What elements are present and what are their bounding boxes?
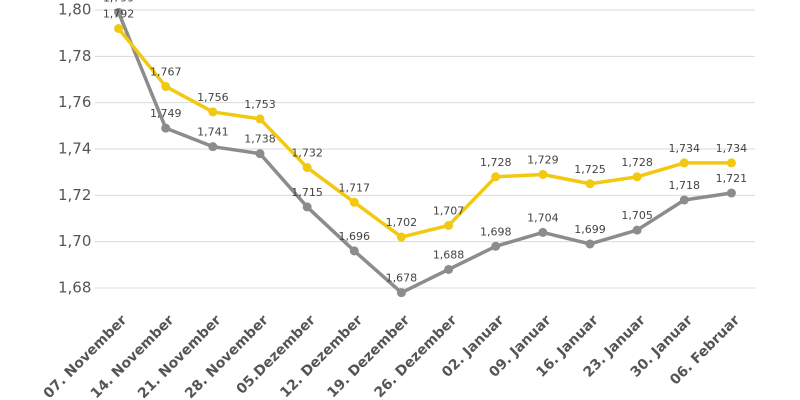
data-point — [161, 81, 171, 91]
data-label: 1,753 — [244, 98, 276, 111]
x-tick-label: 19. Dezember — [324, 312, 413, 400]
x-tick-label: 26. Dezember — [372, 312, 461, 400]
y-tick-label: 1,68 — [58, 279, 91, 297]
x-tick-label: 28. November — [182, 312, 272, 400]
y-tick-label: 1,70 — [58, 232, 91, 250]
data-point — [538, 169, 548, 179]
data-label: 1,718 — [669, 179, 701, 192]
data-point — [491, 241, 501, 251]
data-point — [302, 163, 312, 173]
data-point — [396, 288, 406, 298]
data-label: 1,721 — [716, 172, 748, 185]
data-point — [349, 197, 359, 207]
data-label: 1,698 — [480, 225, 512, 238]
data-point — [208, 107, 218, 117]
data-point — [302, 202, 312, 212]
data-point — [585, 179, 595, 189]
data-point — [585, 239, 595, 249]
data-point — [396, 232, 406, 242]
data-point — [114, 7, 124, 17]
y-tick-label: 1,78 — [58, 47, 91, 65]
x-tick-label: 21. November — [135, 312, 225, 400]
data-point — [114, 24, 124, 34]
data-point — [632, 172, 642, 182]
series-line — [117, 27, 732, 239]
data-label: 1,749 — [150, 107, 182, 120]
y-tick-label: 1,74 — [58, 140, 91, 158]
data-point — [726, 158, 736, 168]
data-point — [538, 227, 548, 237]
data-label: 1,792 — [103, 8, 135, 21]
x-tick-label: 14. November — [88, 312, 178, 400]
y-tick-label: 1,72 — [58, 186, 91, 204]
x-tick-label: 07. November — [41, 312, 131, 400]
data-label: 1,707 — [433, 204, 465, 217]
data-label: 1,704 — [527, 211, 559, 224]
data-label: 1,734 — [669, 142, 701, 155]
data-point — [161, 123, 171, 133]
data-point — [491, 172, 501, 182]
data-label: 1,741 — [197, 126, 229, 139]
x-tick-label: 12. Dezember — [277, 312, 366, 400]
data-label: 1,734 — [716, 142, 748, 155]
series-line — [116, 11, 732, 295]
data-label: 1,732 — [291, 147, 323, 160]
data-label: 1,728 — [480, 156, 512, 169]
data-point — [444, 220, 454, 230]
data-label: 1,729 — [527, 153, 559, 166]
data-label: 1,738 — [244, 133, 276, 146]
data-point — [726, 188, 736, 198]
data-point — [255, 114, 265, 124]
data-label: 1,678 — [386, 272, 418, 285]
data-point — [349, 246, 359, 256]
data-point — [255, 149, 265, 159]
data-point — [208, 142, 218, 152]
data-label: 1,715 — [291, 186, 323, 199]
data-point — [679, 158, 689, 168]
data-label: 1,717 — [339, 181, 371, 194]
y-tick-label: 1,80 — [58, 1, 91, 19]
data-label: 1,725 — [574, 163, 606, 176]
data-label: 1,688 — [433, 248, 465, 261]
data-label: 1,799 — [103, 0, 135, 4]
y-tick-label: 1,76 — [58, 93, 91, 111]
data-label: 1,728 — [621, 156, 653, 169]
data-label: 1,767 — [150, 65, 182, 78]
data-label: 1,699 — [574, 223, 606, 236]
data-point — [444, 264, 454, 274]
data-label: 1,696 — [339, 230, 371, 243]
data-label: 1,702 — [386, 216, 418, 229]
data-label: 1,756 — [197, 91, 229, 104]
data-label: 1,705 — [621, 209, 653, 222]
data-point — [632, 225, 642, 235]
data-point — [679, 195, 689, 205]
